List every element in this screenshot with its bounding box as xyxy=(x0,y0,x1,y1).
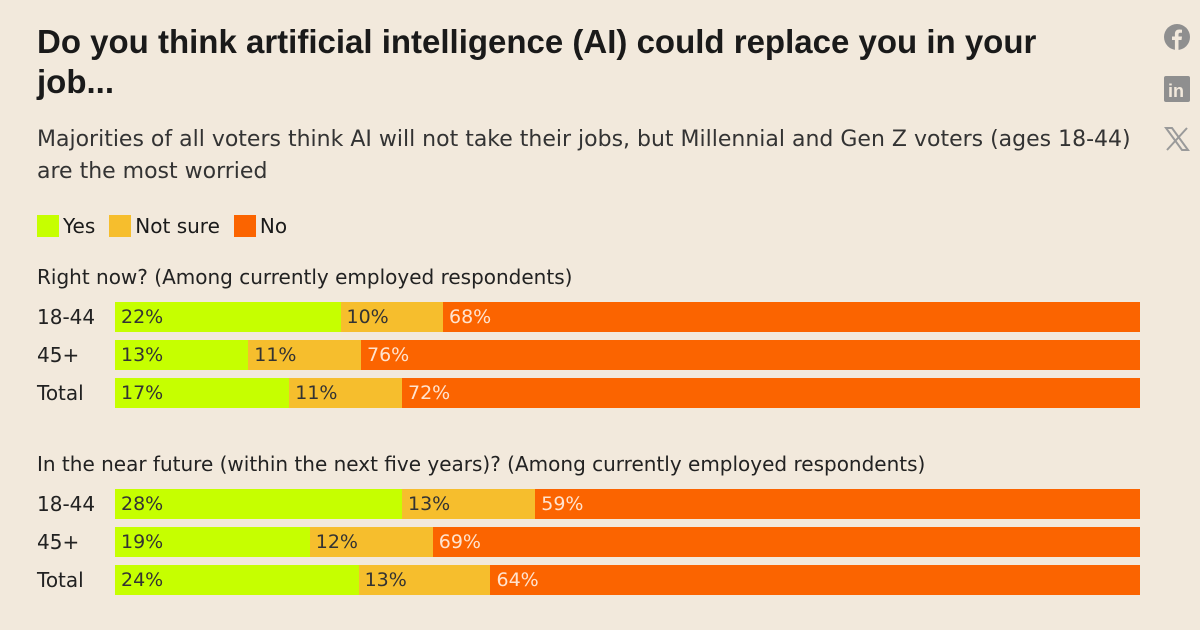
bar-segment-no: 68% xyxy=(443,302,1140,332)
chart-subtitle: Majorities of all voters think AI will n… xyxy=(37,127,1131,184)
row-label: 18-44 xyxy=(37,492,96,516)
legend-label: Not sure xyxy=(135,214,220,238)
bar-segment-not-sure: 12% xyxy=(309,527,433,557)
bar-segment-not-sure: 11% xyxy=(289,378,402,408)
legend-item-yes: Yes xyxy=(37,214,95,238)
row-label: Total xyxy=(37,381,84,405)
x-icon[interactable] xyxy=(1162,124,1192,154)
bar-segment-yes: 13% xyxy=(115,340,249,370)
legend-swatch-no xyxy=(233,215,256,237)
row-label: 45+ xyxy=(37,530,80,554)
svg-text:in: in xyxy=(1168,81,1184,101)
bar-segment-not-sure: 13% xyxy=(358,565,491,595)
legend-item-not-sure: Not sure xyxy=(109,214,220,238)
bar-row: 13% 11% 76% xyxy=(115,340,1140,370)
bar-segment-yes: 19% xyxy=(115,527,310,557)
legend-swatch-yes xyxy=(37,215,59,237)
row-label: 45+ xyxy=(37,343,80,367)
linkedin-icon[interactable]: in xyxy=(1162,74,1192,104)
bar-row: 19% 12% 69% xyxy=(115,527,1140,557)
panel-title: Right now? (Among currently employed res… xyxy=(37,265,573,289)
bar-segment-no: 72% xyxy=(402,378,1140,408)
bar-row: 24% 13% 64% xyxy=(115,565,1140,595)
bar-segment-not-sure: 13% xyxy=(402,489,536,519)
bar-segment-not-sure: 11% xyxy=(248,340,361,370)
bar-segment-no: 76% xyxy=(361,340,1140,370)
row-label: 18-44 xyxy=(37,305,96,329)
bar-segment-not-sure: 10% xyxy=(340,302,443,332)
legend-item-no: No xyxy=(233,214,288,238)
bar-segment-no: 59% xyxy=(535,489,1140,519)
bar-segment-yes: 22% xyxy=(115,302,341,332)
bar-row: 22% 10% 68% xyxy=(115,302,1140,332)
legend-label: No xyxy=(259,214,288,238)
bar-segment-yes: 17% xyxy=(115,378,290,408)
panel-title: In the near future (within the next five… xyxy=(37,452,926,476)
bar-row: 28% 13% 59% xyxy=(115,489,1140,519)
legend-swatch-not-sure xyxy=(109,215,132,237)
legend: Yes Not sure No xyxy=(37,214,301,238)
bar-segment-yes: 28% xyxy=(115,489,402,519)
bar-row: 17% 11% 72% xyxy=(115,378,1140,408)
chart-title: Do you think artificial intelligence (AI… xyxy=(37,23,1037,100)
row-label: Total xyxy=(37,568,84,592)
legend-label: Yes xyxy=(63,214,96,238)
bar-segment-no: 69% xyxy=(432,527,1140,557)
bar-segment-yes: 24% xyxy=(115,565,359,595)
facebook-icon[interactable] xyxy=(1162,22,1192,52)
bar-segment-no: 64% xyxy=(490,565,1140,595)
